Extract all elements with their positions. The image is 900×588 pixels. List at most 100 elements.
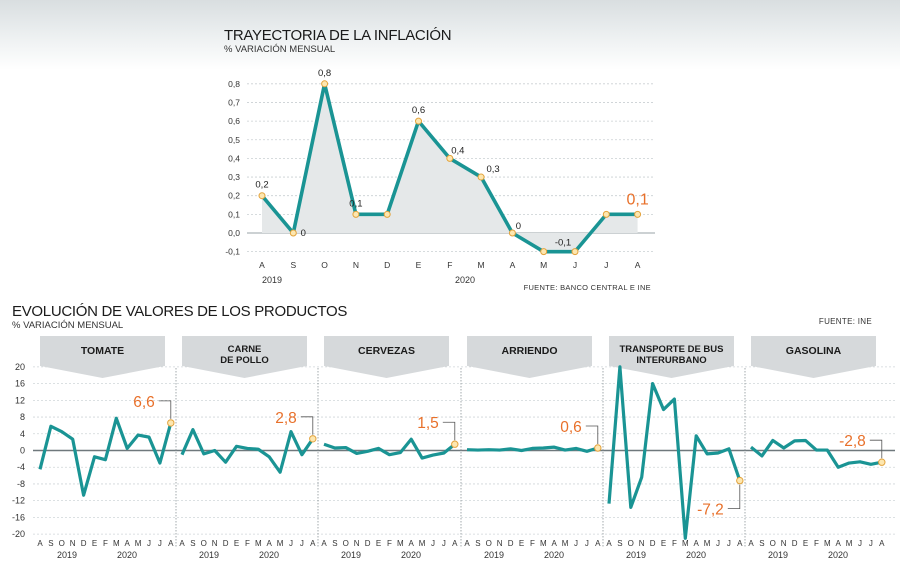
header-background	[0, 0, 900, 70]
inflation-point	[602, 210, 610, 218]
x-tick-label: E	[92, 539, 97, 548]
x-tick-label: J	[574, 539, 578, 548]
x-tick-label: N	[354, 539, 360, 548]
x-tick-label: E	[416, 260, 422, 270]
x-tick-label: M	[540, 539, 547, 548]
year-label: 2020	[544, 550, 564, 560]
x-tick-label: S	[290, 260, 296, 270]
x-tick-label: S	[48, 539, 53, 548]
highlight-point	[451, 440, 459, 448]
callout-leader	[158, 400, 172, 419]
callout-label: -7,2	[697, 502, 724, 519]
inflation-point	[415, 117, 422, 125]
panel-banner	[609, 336, 734, 378]
callout-leader	[869, 439, 883, 459]
inflation-point	[540, 248, 548, 256]
year-label: 2020	[686, 550, 706, 560]
x-tick-label: F	[530, 539, 535, 548]
x-tick-label: J	[442, 539, 446, 548]
inflation-point	[289, 229, 297, 237]
x-tick-label: E	[803, 539, 808, 548]
x-tick-label: A	[409, 539, 415, 548]
inflation-point-label: 0	[516, 221, 521, 232]
callout-leader	[300, 416, 314, 435]
x-tick-label: A	[321, 539, 327, 548]
inflation-point	[477, 173, 485, 181]
panel-banner	[467, 336, 592, 378]
x-tick-label: A	[748, 539, 754, 548]
x-tick-label: D	[365, 539, 371, 548]
highlight-point	[878, 458, 886, 466]
panel-title-line: GASOLINA	[786, 345, 842, 357]
inflation-point	[352, 210, 360, 218]
x-tick-label: S	[332, 539, 337, 548]
y-tick-label: -4	[17, 462, 25, 472]
x-tick-label: A	[125, 539, 131, 548]
x-tick-label: M	[478, 260, 485, 270]
y-tick-label: 8	[20, 412, 25, 422]
x-tick-label: J	[431, 539, 435, 548]
panel-banner	[182, 336, 307, 378]
inflation-point	[383, 210, 391, 218]
panel-title: GASOLINA	[786, 345, 842, 357]
panel-title-line: ARRIENDO	[501, 345, 557, 357]
inflation-point-label: 0,2	[255, 180, 268, 191]
x-tick-label: M	[397, 539, 404, 548]
year-label: 2019	[626, 550, 646, 560]
year-label: 2019	[341, 550, 361, 560]
x-tick-label: J	[869, 539, 873, 548]
product-line	[180, 428, 315, 474]
panel-title-line: TRANSPORTE DE BUS	[620, 344, 724, 355]
x-tick-label: N	[353, 260, 359, 270]
x-tick-label: M	[135, 539, 142, 548]
x-tick-label: N	[70, 539, 76, 548]
highlight-point	[736, 476, 744, 485]
year-label: 2019	[262, 275, 282, 285]
product-line	[323, 437, 456, 460]
x-tick-label: M	[704, 539, 711, 548]
x-tick-label: S	[617, 539, 622, 548]
inflation-point	[321, 80, 329, 88]
callout-label: 1,5	[417, 415, 439, 432]
panel-title-line: CARNE	[228, 344, 262, 355]
x-tick-label: A	[452, 539, 458, 548]
x-tick-label: S	[759, 539, 764, 548]
x-tick-label: A	[879, 539, 885, 548]
year-label: 2020	[828, 550, 848, 560]
x-tick-label: A	[179, 539, 185, 548]
highlight-point	[309, 435, 317, 443]
x-tick-label: A	[635, 260, 641, 270]
inflation-point-label: 0,3	[486, 164, 499, 175]
x-tick-label: M	[255, 539, 262, 548]
y-tick-label: -16	[12, 512, 25, 522]
x-tick-label: A	[552, 539, 558, 548]
x-tick-label: F	[672, 539, 677, 548]
y-tick-label: 12	[15, 395, 25, 405]
x-tick-label: S	[190, 539, 195, 548]
x-tick-label: A	[836, 539, 842, 548]
x-tick-label: D	[650, 539, 656, 548]
inflation-point-label: 0,1	[349, 198, 362, 209]
panel-title-line: INTERURBANO	[636, 355, 706, 366]
x-tick-label: N	[781, 539, 787, 548]
inflation-point-label: -0,1	[555, 238, 571, 249]
panel-title-line: CERVEZAS	[358, 345, 415, 357]
product-line	[749, 438, 883, 469]
x-tick-label: N	[639, 539, 645, 548]
inflation-point	[258, 192, 266, 200]
panel-title-line: DE POLLO	[220, 355, 269, 366]
x-tick-label: A	[464, 539, 470, 548]
x-tick-label: N	[497, 539, 503, 548]
inflation-point	[571, 248, 579, 256]
top-title-block: TRAYECTORIA DE LA INFLACIÓN % VARIACIÓN …	[224, 27, 452, 55]
x-tick-label: F	[103, 539, 108, 548]
x-tick-label: J	[147, 539, 151, 548]
x-tick-label: A	[310, 539, 316, 548]
bottom-chart-source: FUENTE: INE	[818, 317, 872, 326]
x-tick-label: D	[384, 260, 390, 270]
highlight-point	[167, 419, 175, 427]
callout-label: -2,8	[839, 433, 866, 450]
